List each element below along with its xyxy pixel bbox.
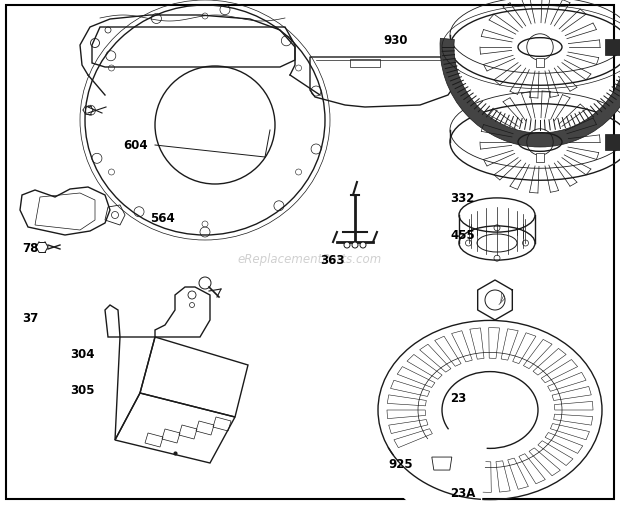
Text: 332: 332 — [450, 191, 474, 204]
Text: 78: 78 — [22, 241, 38, 254]
Text: 455: 455 — [450, 228, 475, 241]
Wedge shape — [440, 39, 620, 147]
Circle shape — [360, 242, 366, 248]
Text: 23: 23 — [450, 392, 466, 405]
Bar — [536, 154, 544, 163]
Text: 37: 37 — [22, 311, 38, 324]
Circle shape — [344, 242, 350, 248]
Bar — [605, 40, 620, 56]
Bar — [605, 135, 620, 150]
Text: 925: 925 — [388, 458, 413, 471]
Text: 305: 305 — [70, 383, 94, 396]
Text: 564: 564 — [150, 211, 175, 224]
Text: eReplacementParts.com: eReplacementParts.com — [238, 253, 382, 266]
Bar — [536, 59, 544, 68]
Text: 604: 604 — [123, 138, 148, 151]
Circle shape — [352, 242, 358, 248]
Wedge shape — [378, 410, 490, 505]
Text: 363: 363 — [320, 253, 345, 266]
Text: 930: 930 — [383, 33, 407, 46]
Bar — [350, 60, 380, 68]
Text: 23A: 23A — [450, 486, 476, 499]
Text: 304: 304 — [70, 348, 94, 361]
